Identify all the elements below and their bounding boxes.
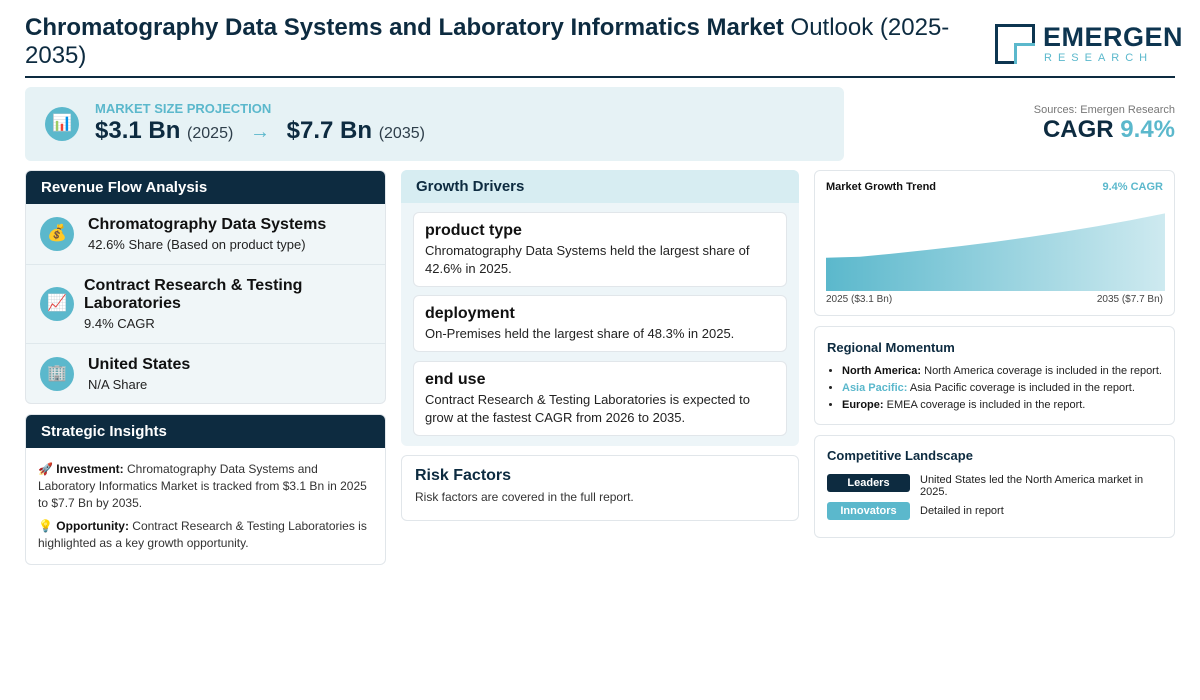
end-year: (2035)	[378, 125, 425, 142]
strategic-insights-body: 🚀 Investment: Chromatography Data System…	[26, 448, 385, 564]
revenue-item-name: Contract Research & Testing Laboratories	[84, 277, 303, 312]
start-value: $3.1 Bn	[95, 117, 181, 144]
revenue-item-sub: 42.6% Share (Based on product type)	[88, 237, 306, 252]
building-icon: 🏢	[40, 357, 74, 391]
revenue-flow-title: Revenue Flow Analysis	[26, 171, 385, 204]
bar-chart-icon: 📊	[45, 107, 79, 141]
market-size-projection: 📊 MARKET SIZE PROJECTION $3.1 Bn (2025) …	[25, 87, 844, 161]
investment-insight: 🚀 Investment: Chromatography Data System…	[38, 462, 367, 510]
revenue-item-name: Chromatography Data Systems	[88, 216, 327, 233]
rocket-icon: 🚀	[38, 462, 53, 476]
leaders-text: United States led the North America mark…	[920, 474, 1144, 498]
growth-area-series	[826, 213, 1165, 291]
growth-drivers-title: Growth Drivers	[401, 170, 799, 203]
risk-factors-title: Risk Factors	[415, 467, 512, 484]
revenue-item-sub: N/A Share	[88, 377, 148, 392]
growth-drivers-card: Growth Drivers product type Chromatograp…	[401, 170, 799, 446]
projection-label: MARKET SIZE PROJECTION	[95, 101, 272, 116]
sources-text: Sources: Emergen Research	[1033, 104, 1175, 116]
header: Chromatography Data Systems and Laborato…	[25, 14, 1183, 78]
region-item: Europe: EMEA coverage is included in the…	[842, 398, 1162, 412]
strategic-insights-title: Strategic Insights	[26, 415, 385, 448]
innovators-text: Detailed in report	[920, 505, 1004, 517]
revenue-item-sub: 9.4% CAGR	[84, 316, 155, 331]
cagr-label: CAGR	[1042, 116, 1114, 143]
strategic-insights-card: Strategic Insights 🚀 Investment: Chromat…	[25, 414, 386, 565]
growth-area-chart	[826, 213, 1165, 291]
region-item: North America: North America coverage is…	[842, 364, 1162, 378]
driver-item: deployment On-Premises held the largest …	[413, 295, 787, 352]
cagr-value: 9.4%	[1120, 116, 1175, 143]
driver-title: deployment	[425, 305, 515, 322]
revenue-item: 📈 Contract Research & Testing Laboratori…	[26, 265, 385, 344]
arrow-right-icon: →	[249, 121, 270, 143]
logo-mark-icon	[995, 24, 1035, 64]
risk-factors-card: Risk Factors Risk factors are covered in…	[401, 455, 799, 521]
region-item: Asia Pacific: Asia Pacific coverage is i…	[842, 381, 1162, 395]
trend-end-label: 2035 ($7.7 Bn)	[1096, 294, 1163, 305]
emergen-logo: EMERGEN RESEARCH	[995, 22, 1183, 66]
driver-item: end use Contract Research & Testing Labo…	[413, 361, 787, 436]
competitive-landscape-card: Competitive Landscape Leaders United Sta…	[814, 435, 1175, 538]
regional-momentum-card: Regional Momentum North America: North A…	[814, 326, 1175, 425]
competitive-landscape-title: Competitive Landscape	[827, 448, 973, 463]
trend-chart-icon: 📈	[40, 287, 74, 321]
driver-text: Contract Research & Testing Laboratories…	[425, 392, 750, 425]
cagr-summary: CAGR 9.4%	[1043, 116, 1175, 144]
leaders-badge: Leaders	[827, 474, 910, 492]
driver-item: product type Chromatography Data Systems…	[413, 212, 787, 287]
innovators-badge: Innovators	[827, 502, 910, 520]
logo-subtitle: RESEARCH	[1044, 52, 1154, 64]
trend-cagr: 9.4% CAGR	[1102, 181, 1163, 193]
projection-values: $3.1 Bn (2025) → $7.7 Bn (2035)	[95, 117, 425, 145]
driver-title: product type	[425, 222, 522, 239]
trend-start-label: 2025 ($3.1 Bn)	[826, 294, 893, 305]
driver-title: end use	[425, 371, 486, 388]
revenue-item: 🏢 United States N/A Share	[26, 344, 385, 403]
end-value: $7.7 Bn	[286, 117, 373, 144]
lightbulb-icon: 💡	[38, 519, 53, 533]
opportunity-insight: 💡 Opportunity: Contract Research & Testi…	[38, 519, 367, 550]
start-year: (2025)	[187, 125, 234, 142]
money-bag-icon: 💰	[40, 217, 74, 251]
market-growth-trend-card: Market Growth Trend 9.4% CAGR 2025 ($3.1…	[814, 170, 1175, 316]
revenue-item: 💰 Chromatography Data Systems 42.6% Shar…	[26, 204, 385, 265]
region-list: North America: North America coverage is…	[827, 364, 1162, 412]
driver-text: Chromatography Data Systems held the lar…	[425, 243, 750, 276]
page-title: Chromatography Data Systems and Laborato…	[25, 14, 950, 69]
trend-title: Market Growth Trend	[826, 181, 937, 193]
revenue-flow-card: Revenue Flow Analysis 💰 Chromatography D…	[25, 170, 386, 404]
revenue-item-name: United States	[88, 356, 191, 373]
risk-factors-text: Risk factors are covered in the full rep…	[415, 490, 634, 504]
driver-text: On-Premises held the largest share of 48…	[425, 326, 735, 341]
regional-momentum-title: Regional Momentum	[827, 340, 955, 355]
logo-name: EMERGEN	[1043, 22, 1184, 52]
